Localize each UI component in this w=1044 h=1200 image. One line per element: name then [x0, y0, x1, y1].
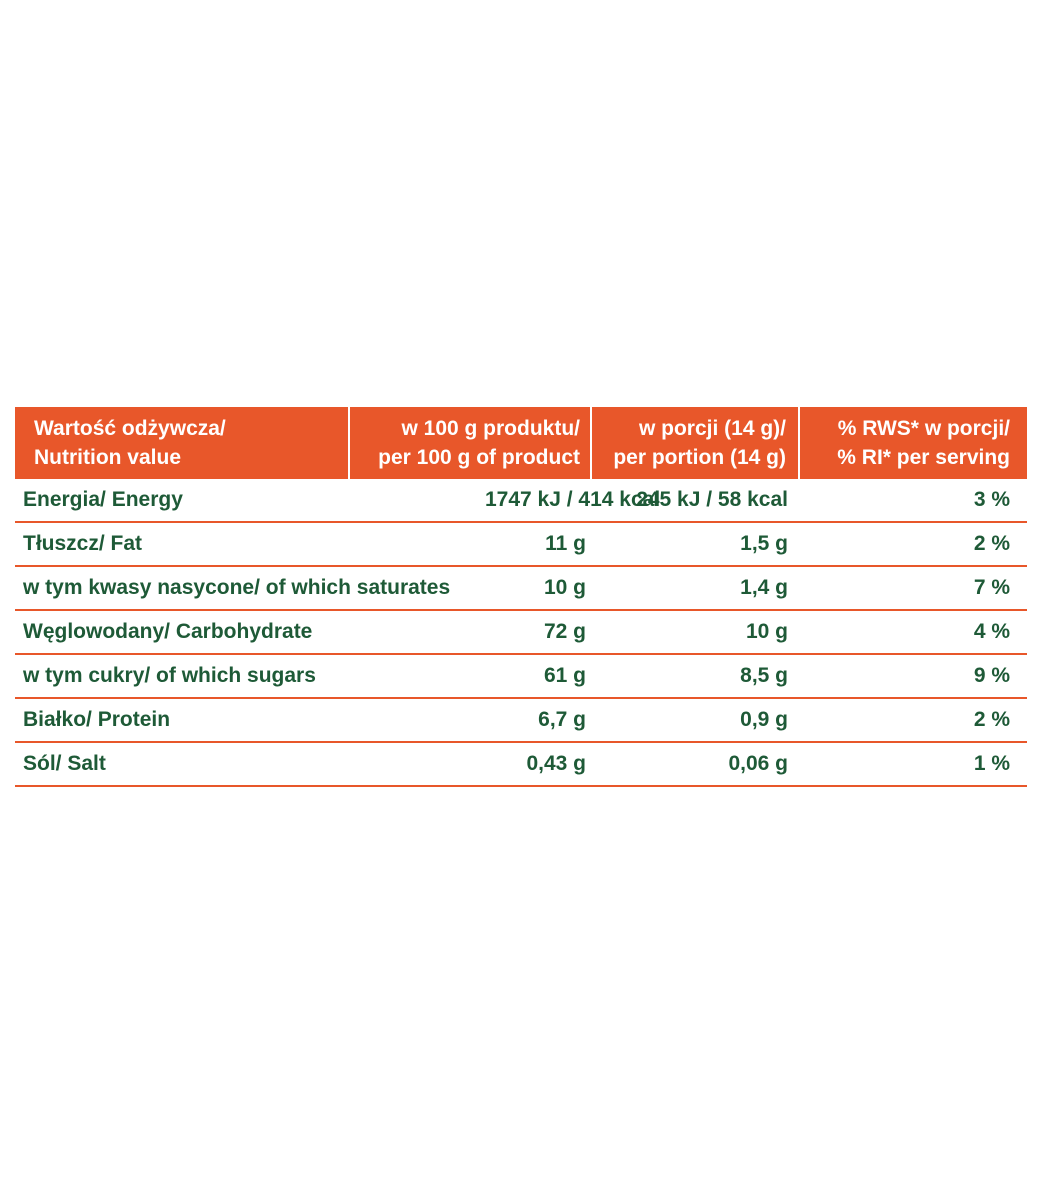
table-row-sugars: w tym cukry/ of which sugars 61 g 8,5 g …	[15, 655, 1027, 699]
header-per-portion-en: per portion (14 g)	[613, 446, 786, 469]
nutrient-name: w tym kwasy nasycone/ of which saturates	[23, 576, 451, 599]
header-per-portion-pl: w porcji (14 g)/	[638, 417, 786, 440]
nutrient-name: Węglowodany/ Carbohydrate	[23, 620, 313, 643]
table-row-fat: Tłuszcz/ Fat 11 g 1,5 g 2 %	[15, 523, 1027, 567]
table-header: Wartość odżywcza/ Nutrition value w 100 …	[15, 407, 1027, 479]
header-nutrition-value-en: Nutrition value	[34, 446, 182, 469]
table-row-protein: Białko/ Protein 6,7 g 0,9 g 2 %	[15, 699, 1027, 743]
per-portion-value: 8,5 g	[740, 664, 788, 687]
per-100g-value: 6,7 g	[538, 708, 586, 731]
per-portion-value: 1,4 g	[740, 576, 788, 599]
ri-percent-value: 1 %	[973, 752, 1010, 775]
table-row-carbohydrate: Węglowodany/ Carbohydrate 72 g 10 g 4 %	[15, 611, 1027, 655]
per-100g-value: 11 g	[545, 532, 586, 555]
per-portion-value: 10 g	[745, 620, 788, 643]
per-portion-value: 1,5 g	[740, 532, 788, 555]
per-portion-value: 0,9 g	[740, 708, 788, 731]
nutrient-name: Tłuszcz/ Fat	[23, 532, 143, 555]
nutrient-name: Energia/ Energy	[23, 488, 183, 511]
ri-percent-value: 9 %	[973, 664, 1010, 687]
header-per-100g: w 100 g produktu/ per 100 g of product	[350, 407, 592, 479]
header-per-100g-pl: w 100 g produktu/	[401, 417, 580, 440]
ri-percent-value: 3 %	[973, 488, 1010, 511]
ri-percent-value: 2 %	[973, 708, 1010, 731]
nutrient-name: Białko/ Protein	[23, 708, 171, 731]
header-ri-per-serving-pl: % RWS* w porcji/	[837, 417, 1010, 440]
header-per-portion: w porcji (14 g)/ per portion (14 g)	[592, 407, 800, 479]
table-row-salt: Sól/ Salt 0,43 g 0,06 g 1 %	[15, 743, 1027, 787]
per-100g-value: 1747 kJ / 414 kcal	[485, 488, 661, 511]
table-row-saturates: w tym kwasy nasycone/ of which saturates…	[15, 567, 1027, 611]
table-row-energy: Energia/ Energy 1747 kJ / 414 kcal 245 k…	[15, 479, 1027, 523]
per-100g-value: 0,43 g	[526, 752, 586, 775]
header-per-100g-en: per 100 g of product	[378, 446, 580, 469]
per-100g-value: 72 g	[543, 620, 586, 643]
per-100g-value: 61 g	[543, 664, 586, 687]
nutrition-table: Wartość odżywcza/ Nutrition value w 100 …	[15, 407, 1027, 787]
header-nutrition-value-pl: Wartość odżywcza/	[34, 417, 226, 440]
ri-percent-value: 7 %	[973, 576, 1010, 599]
per-portion-value: 245 kJ / 58 kcal	[636, 488, 788, 511]
per-100g-value: 10 g	[543, 576, 586, 599]
ri-percent-value: 2 %	[973, 532, 1010, 555]
ri-percent-value: 4 %	[973, 620, 1010, 643]
nutrient-name: w tym cukry/ of which sugars	[23, 664, 316, 687]
header-nutrition-value: Wartość odżywcza/ Nutrition value	[15, 407, 350, 479]
header-ri-per-serving-en: % RI* per serving	[837, 446, 1010, 469]
per-portion-value: 0,06 g	[728, 752, 788, 775]
nutrient-name: Sól/ Salt	[23, 752, 106, 775]
header-ri-per-serving: % RWS* w porcji/ % RI* per serving	[800, 407, 1027, 479]
